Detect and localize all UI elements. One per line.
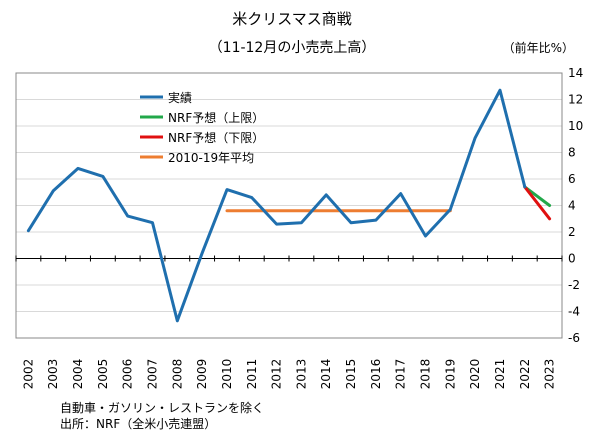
- legend-label: 2010-19年平均: [168, 151, 254, 165]
- y-tick-label: 2: [568, 225, 576, 239]
- x-labels: 2002 2003 2004 2005 2006 2007 2008 2009 2010 2011…: [21, 359, 556, 390]
- x-tick-label: 2023: [543, 359, 557, 390]
- unit-label: （前年比%）: [503, 40, 574, 55]
- x-tick-label: 2009: [195, 359, 209, 390]
- x-tick-label: 2022: [518, 359, 532, 390]
- legend: 実績 NRF予想（上限） NRF予想（下限） 2010-19年平均: [140, 90, 264, 165]
- x-tick-label: 2004: [71, 359, 85, 390]
- y-tick-label: 10: [568, 119, 583, 133]
- series-layer: [26, 88, 552, 323]
- x-tick-label: 2006: [121, 359, 135, 390]
- x-tick-label: 2020: [468, 359, 482, 390]
- y-tick-label: 0: [568, 252, 576, 266]
- x-tick-label: 2021: [493, 359, 507, 390]
- x-tick-label: 2016: [369, 359, 383, 390]
- gridlines: [16, 72, 562, 339]
- chart-subtitle: （11-12月の小売売上高）: [209, 39, 376, 56]
- x-tick-label: 2010: [220, 359, 234, 390]
- series-line: [523, 185, 552, 221]
- x-tick-label: 2013: [294, 359, 308, 390]
- y-tick-label: -2: [568, 278, 580, 292]
- x-tick-label: 2017: [394, 359, 408, 390]
- chart-title: 米クリスマス商戦: [232, 10, 352, 28]
- x-tick-label: 2012: [270, 359, 284, 390]
- x-tick-label: 2015: [344, 359, 358, 390]
- series-line: [26, 88, 527, 323]
- note-exclusions: 自動車・ガソリン・レストランを除く: [60, 400, 264, 415]
- x-tick-label: 2003: [46, 359, 60, 390]
- x-ticks: [15, 255, 563, 262]
- x-tick-label: 2014: [319, 359, 333, 390]
- y-tick-label: 6: [568, 172, 576, 186]
- note-source: 出所：NRF（全米小売連盟）: [60, 416, 216, 431]
- x-tick-label: 2005: [96, 359, 110, 390]
- plot-frame: [15, 72, 563, 339]
- y-tick-label: 8: [568, 146, 576, 160]
- x-tick-label: 2019: [443, 359, 457, 390]
- legend-label: NRF予想（上限）: [168, 110, 264, 125]
- x-tick-label: 2008: [170, 359, 184, 390]
- x-tick-label: 2018: [419, 359, 433, 390]
- y-tick-label: -6: [568, 331, 580, 345]
- y-tick-label: 14: [568, 66, 583, 80]
- legend-label: 実績: [168, 90, 192, 105]
- legend-label: NRF予想（下限）: [168, 130, 264, 145]
- y-tick-label: 12: [568, 93, 583, 107]
- y-labels: 14 12 10 8 6 4 2 0 -2 -4 -6: [568, 66, 583, 345]
- x-tick-label: 2002: [21, 359, 35, 390]
- x-tick-label: 2007: [146, 359, 160, 390]
- y-tick-label: -4: [568, 305, 580, 319]
- x-tick-label: 2011: [245, 359, 259, 390]
- y-tick-label: 4: [568, 199, 576, 213]
